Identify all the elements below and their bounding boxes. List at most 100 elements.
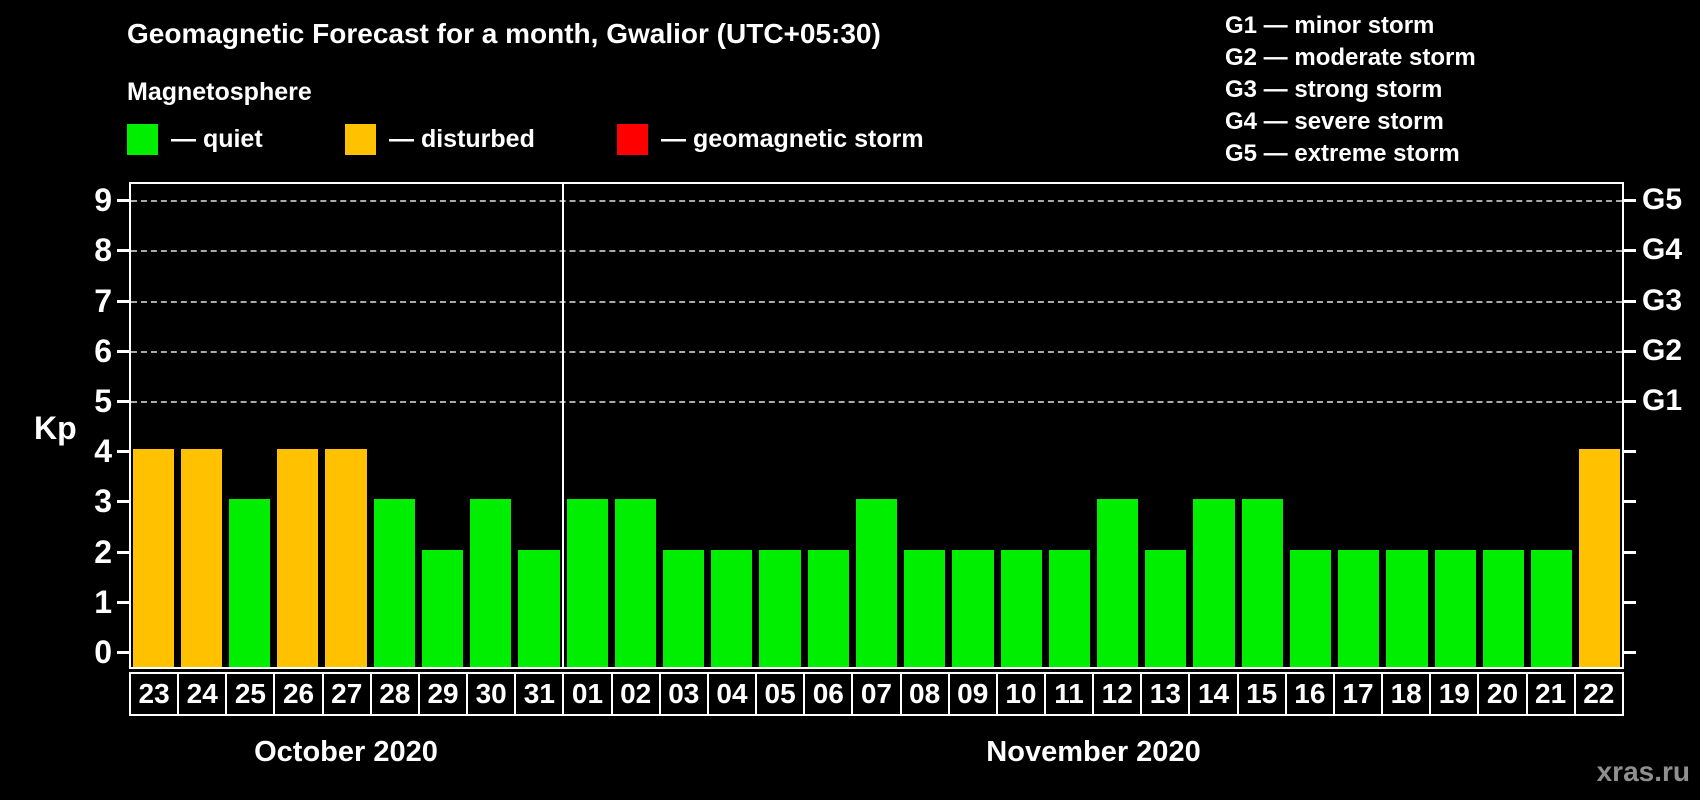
- day-label-02: 02: [613, 674, 661, 714]
- month-label-november: November 2020: [986, 736, 1201, 768]
- disturbed-color-swatch: [345, 123, 376, 155]
- kp-bar-day-29: [421, 549, 464, 667]
- day-label-15: 15: [1239, 674, 1287, 714]
- left-tick-kp9: [117, 199, 129, 203]
- kp-bar-day-20: [1482, 549, 1525, 667]
- kp-bar-day-04: [711, 549, 753, 667]
- day-label-11: 11: [1046, 674, 1095, 714]
- day-label-19: 19: [1431, 674, 1480, 714]
- gridline-kp6: [131, 350, 1622, 353]
- left-tick-kp5: [117, 400, 129, 403]
- right-axis-label-g1: G1: [1642, 384, 1683, 417]
- kp-bar-day-28: [373, 499, 415, 667]
- left-tick-kp2: [117, 550, 129, 554]
- kp-bar-day-30: [470, 499, 512, 667]
- day-label-23: 23: [131, 674, 180, 714]
- g-legend-line: G3 — strong storm: [1225, 76, 1443, 103]
- right-tick-kp9: [1624, 199, 1636, 203]
- kp-bar-day-24: [180, 449, 222, 667]
- kp-bar-day-06: [807, 549, 849, 667]
- y-tick-label-4: 4: [94, 433, 112, 470]
- kp-bar-day-05: [759, 549, 801, 667]
- day-label-12: 12: [1094, 674, 1143, 714]
- kp-bar-day-16: [1289, 549, 1332, 667]
- left-tick-kp4: [117, 450, 129, 454]
- left-tick-kp1: [117, 600, 129, 604]
- kp-bar-day-27: [325, 449, 367, 667]
- g-legend-line: G1 — minor storm: [1225, 12, 1435, 39]
- kp-bar-day-14: [1193, 499, 1235, 667]
- y-tick-label-8: 8: [94, 232, 112, 269]
- left-tick-kp8: [117, 249, 129, 253]
- day-label-30: 30: [468, 674, 517, 714]
- left-tick-kp6: [117, 349, 129, 353]
- month-label-october: October 2020: [254, 736, 438, 768]
- day-label-27: 27: [324, 674, 372, 714]
- left-tick-kp0: [117, 651, 129, 654]
- gridline-kp8: [131, 250, 1622, 253]
- right-tick-kp4: [1624, 450, 1636, 454]
- day-label-08: 08: [902, 674, 950, 714]
- right-tick-kp7: [1624, 299, 1636, 303]
- kp-bar-day-25: [228, 499, 271, 667]
- day-label-20: 20: [1479, 674, 1528, 714]
- quiet-color-swatch: [127, 123, 158, 155]
- kp-bar-day-21: [1531, 549, 1573, 667]
- right-axis-label-g4: G4: [1642, 233, 1683, 267]
- storm-color-swatch: [617, 123, 648, 155]
- kp-bar-day-07: [855, 499, 898, 667]
- day-label-10: 10: [998, 674, 1046, 714]
- gridline-kp5: [131, 401, 1622, 403]
- y-tick-label-2: 2: [94, 533, 112, 570]
- right-tick-kp8: [1624, 249, 1636, 253]
- day-label-31: 31: [516, 674, 565, 714]
- day-label-13: 13: [1142, 674, 1191, 714]
- site-credit: xras.ru: [1596, 756, 1690, 787]
- right-tick-kp1: [1624, 600, 1636, 604]
- y-tick-label-0: 0: [94, 634, 112, 670]
- kp-bar-day-12: [1097, 499, 1139, 667]
- right-tick-kp5: [1624, 400, 1636, 403]
- kp-bar-day-31: [518, 549, 560, 667]
- kp-bar-day-18: [1386, 549, 1428, 667]
- day-label-01: 01: [564, 674, 613, 714]
- y-tick-label-7: 7: [94, 282, 112, 319]
- day-label-29: 29: [420, 674, 469, 714]
- day-label-05: 05: [757, 674, 806, 714]
- legend-item-storm: — geomagnetic storm: [617, 123, 924, 155]
- right-tick-kp6: [1624, 349, 1636, 353]
- legend-label-storm: — geomagnetic storm: [661, 124, 924, 153]
- g-scale-legend: G1 — minor storm G2 — moderate storm G3 — …: [1225, 10, 1476, 170]
- day-label-16: 16: [1287, 674, 1335, 714]
- right-tick-kp0: [1624, 651, 1636, 654]
- right-axis-label-g5: G5: [1642, 183, 1683, 217]
- day-label-26: 26: [275, 674, 324, 714]
- legend-item-disturbed: — disturbed: [345, 123, 535, 155]
- kp-bar-day-17: [1338, 549, 1380, 667]
- day-label-07: 07: [853, 674, 902, 714]
- y-axis-title: Kp: [34, 410, 77, 446]
- day-label-09: 09: [950, 674, 998, 714]
- kp-bar-day-03: [662, 549, 705, 667]
- legend-item-quiet: — quiet: [127, 123, 263, 155]
- kp-bar-day-11: [1048, 549, 1090, 667]
- day-label-22: 22: [1583, 678, 1615, 709]
- day-label-28: 28: [372, 674, 420, 714]
- legend-label-disturbed: — disturbed: [389, 124, 535, 153]
- chart-subtitle: Magnetosphere: [127, 78, 312, 106]
- day-label-03: 03: [661, 674, 709, 714]
- y-tick-label-1: 1: [94, 583, 112, 620]
- right-axis-label-g3: G3: [1642, 283, 1683, 317]
- day-label-14: 14: [1190, 674, 1239, 714]
- kp-bar-day-22: [1579, 449, 1621, 667]
- left-tick-kp7: [117, 299, 129, 303]
- kp-bar-day-23: [132, 449, 174, 667]
- g-legend-line: G5 — extreme storm: [1225, 140, 1460, 167]
- kp-bar-day-13: [1145, 549, 1187, 667]
- day-label-06: 06: [805, 674, 854, 714]
- gridline-kp7: [131, 300, 1622, 303]
- right-axis-label-g2: G2: [1642, 333, 1683, 367]
- kp-bar-day-08: [904, 549, 946, 667]
- day-label-25: 25: [227, 674, 276, 714]
- day-label-21: 21: [1528, 674, 1576, 714]
